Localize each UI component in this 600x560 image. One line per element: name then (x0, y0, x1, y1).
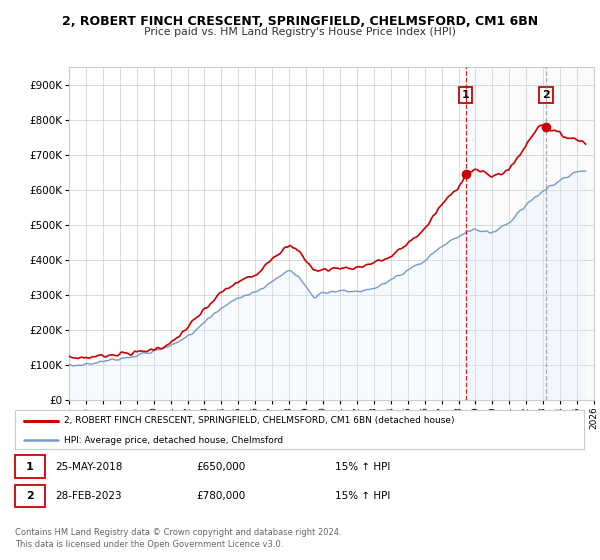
Bar (466, 67, 594, 400)
FancyBboxPatch shape (15, 485, 45, 507)
FancyBboxPatch shape (15, 410, 584, 449)
Text: 15% ↑ HPI: 15% ↑ HPI (335, 461, 390, 472)
Text: 15% ↑ HPI: 15% ↑ HPI (335, 491, 390, 501)
Text: 25-MAY-2018: 25-MAY-2018 (55, 461, 122, 472)
Text: 2, ROBERT FINCH CRESCENT, SPRINGFIELD, CHELMSFORD, CM1 6BN (detached house): 2, ROBERT FINCH CRESCENT, SPRINGFIELD, C… (64, 416, 454, 425)
Text: 28-FEB-2023: 28-FEB-2023 (55, 491, 122, 501)
Text: 2: 2 (542, 90, 550, 100)
Text: £780,000: £780,000 (196, 491, 245, 501)
FancyBboxPatch shape (15, 455, 45, 478)
Text: HPI: Average price, detached house, Chelmsford: HPI: Average price, detached house, Chel… (64, 436, 283, 445)
Text: 1: 1 (26, 461, 34, 472)
Text: Contains HM Land Registry data © Crown copyright and database right 2024.
This d: Contains HM Land Registry data © Crown c… (15, 528, 341, 549)
Text: 2: 2 (26, 491, 34, 501)
Text: Price paid vs. HM Land Registry's House Price Index (HPI): Price paid vs. HM Land Registry's House … (144, 27, 456, 37)
Text: £650,000: £650,000 (196, 461, 245, 472)
Text: 2, ROBERT FINCH CRESCENT, SPRINGFIELD, CHELMSFORD, CM1 6BN: 2, ROBERT FINCH CRESCENT, SPRINGFIELD, C… (62, 15, 538, 28)
Text: 1: 1 (462, 90, 470, 100)
